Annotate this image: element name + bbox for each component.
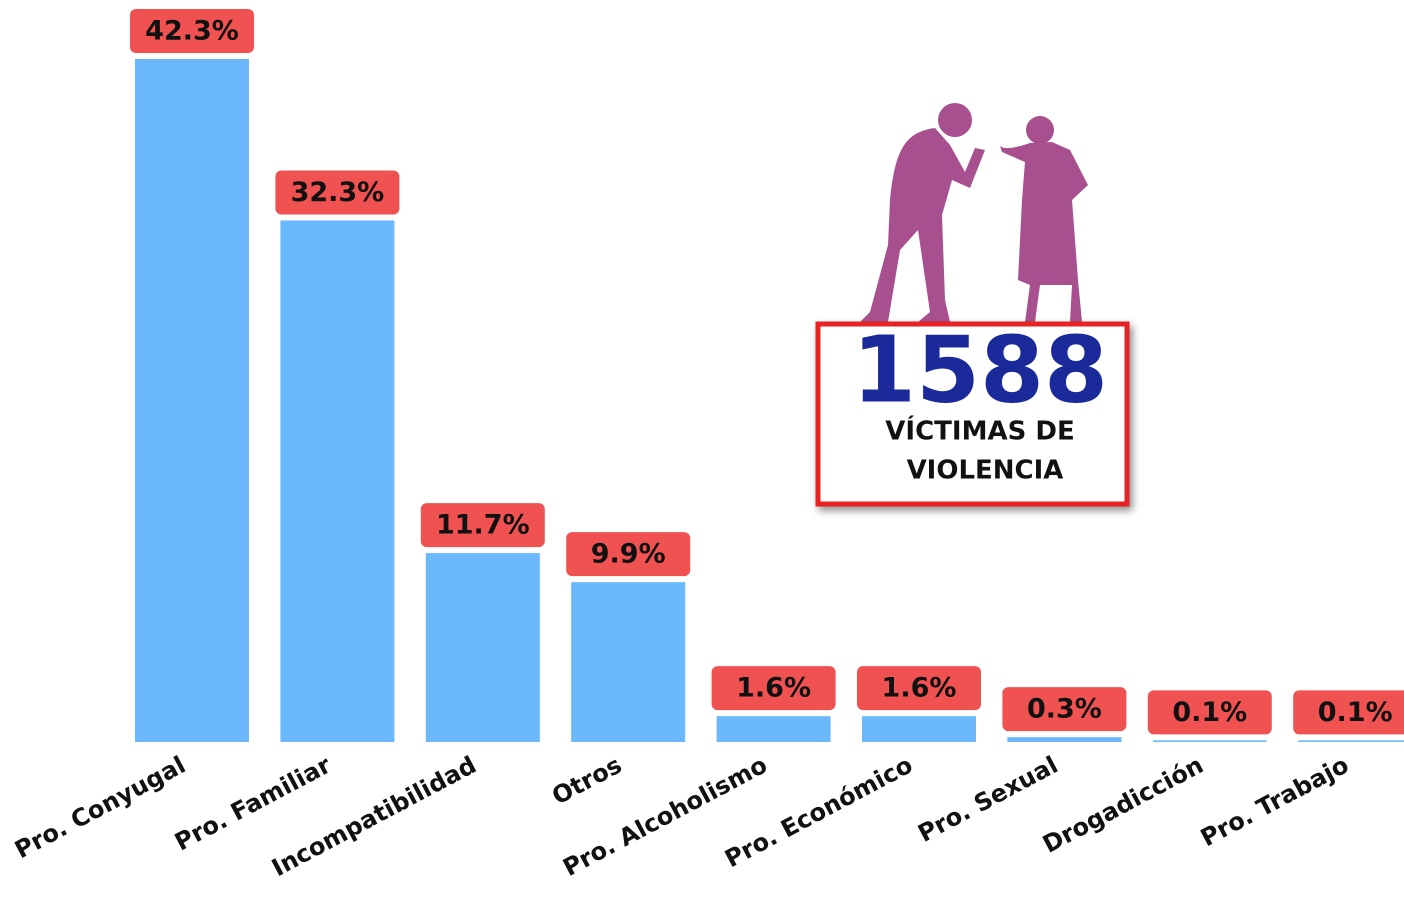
value-label: 32.3% (291, 177, 385, 208)
x-tick-label: Drogadicción (1038, 751, 1208, 859)
bar (717, 716, 831, 742)
silhouettes (860, 103, 1088, 322)
chart: 1588 VÍCTIMAS DE VIOLENCIA 42.3% Pro. Con… (0, 0, 1404, 905)
bar (571, 582, 685, 742)
callout-line: VÍCTIMAS DE (885, 415, 1074, 447)
bar (135, 59, 249, 742)
x-tick-label: Otros (547, 751, 626, 811)
value-label: 0.1% (1318, 697, 1393, 728)
x-tick-label: Pro. Trabajo (1196, 751, 1353, 852)
bar (862, 716, 976, 742)
value-label: 1.6% (736, 673, 811, 704)
value-label: 42.3% (145, 16, 239, 47)
bar (1153, 740, 1267, 742)
bar (280, 220, 394, 742)
value-label: 0.3% (1027, 694, 1102, 725)
bar (1298, 740, 1404, 742)
callout-line: VIOLENCIA (907, 456, 1064, 486)
bar (1007, 737, 1121, 742)
value-label: 1.6% (882, 673, 957, 704)
callout-total: 1588 (852, 316, 1108, 423)
value-label: 0.1% (1172, 697, 1247, 728)
x-tick-label: Pro. Conyugal (10, 751, 190, 864)
bar (426, 553, 540, 742)
value-label: 9.9% (591, 539, 666, 570)
value-label: 11.7% (436, 510, 530, 541)
